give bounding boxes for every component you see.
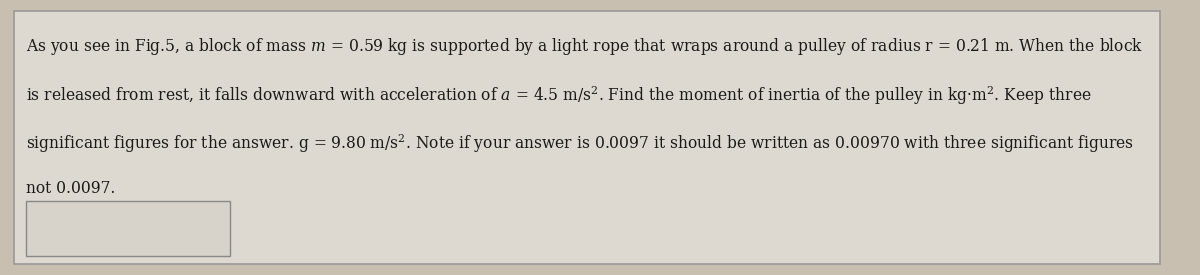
FancyBboxPatch shape <box>14 11 1160 264</box>
Text: not 0.0097.: not 0.0097. <box>26 180 115 197</box>
Text: is released from rest, it falls downward with acceleration of $a$ = 4.5 m/s$^2$.: is released from rest, it falls downward… <box>26 84 1092 107</box>
FancyBboxPatch shape <box>26 201 230 256</box>
Text: significant figures for the answer. g = 9.80 m/s$^2$. Note if your answer is 0.0: significant figures for the answer. g = … <box>26 132 1134 155</box>
Text: As you see in Fig.5, a block of mass $m$ = 0.59 kg is supported by a light rope : As you see in Fig.5, a block of mass $m$… <box>26 36 1144 57</box>
